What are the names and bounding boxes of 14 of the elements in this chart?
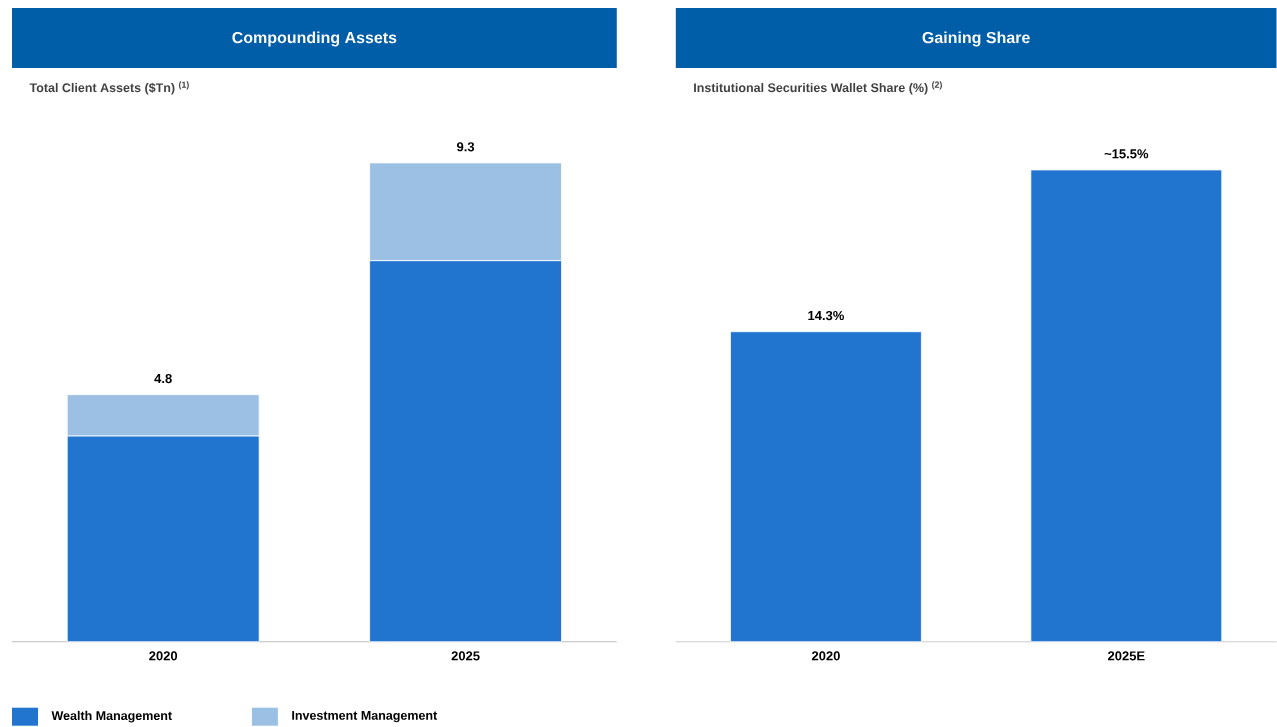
x-tick-label: 2020 [811,651,840,661]
chart-subtitle: Institutional Securities Wallet Share (%) $^{(2)}$ [694,81,942,95]
data-label: ~15.5% [1104,149,1149,159]
chart-title: Gaining Share [922,31,1030,47]
annotation: 9.3 [456,142,475,152]
legend-label: Investment Management [292,711,438,723]
x-tick-label: 2020 [149,651,178,661]
annotation: 4.8 [154,374,172,384]
data-label: 14.3% [808,311,845,321]
legend-label: Wealth Management [51,710,172,723]
x-tick-label: 2025E [1107,651,1145,661]
chart-subtitle: Total Client Assets ($Tn) $^{(1)}$ [29,81,189,95]
chart-title: Compounding Assets [232,31,397,47]
x-tick-label: 2025 [451,651,480,661]
